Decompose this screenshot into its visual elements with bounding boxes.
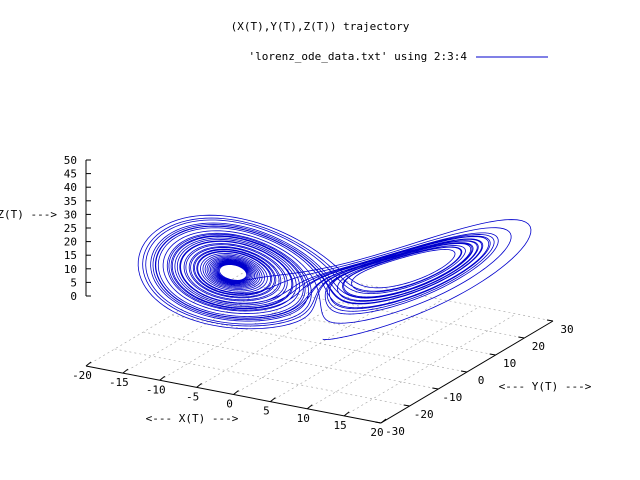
x-tick-label: 10: [297, 412, 310, 425]
grid-line-x: [343, 313, 517, 417]
z-tick-label: 40: [64, 181, 77, 194]
grid-line-x: [270, 299, 443, 402]
x-tick-mark: [380, 418, 387, 424]
base-grid: [85, 263, 554, 417]
y-tick-label: -30: [385, 425, 405, 438]
y-tick-mark: [432, 387, 439, 390]
y-axis-label: <--- Y(T) --->: [499, 380, 592, 393]
z-tick-label: 5: [70, 276, 77, 289]
x-tick-label: -5: [186, 390, 199, 403]
y-tick-label: -10: [442, 391, 462, 404]
x-tick-label: -20: [72, 369, 92, 382]
x-tick-label: -10: [146, 383, 166, 396]
grid-line-y: [114, 348, 410, 407]
y-tick-mark: [403, 404, 410, 407]
grid-line-y: [229, 280, 525, 339]
chart-title: (X(T),Y(T),Z(T)) trajectory: [231, 20, 410, 33]
x-tick-label: 15: [334, 419, 347, 432]
x-tick-label: -15: [109, 376, 129, 389]
y-tick-mark: [374, 421, 382, 424]
z-tick-label: 45: [64, 168, 77, 181]
y-tick-label: 10: [503, 357, 516, 370]
y-tick-mark: [518, 336, 525, 339]
y-tick-label: -20: [414, 408, 434, 421]
x-tick-label: 20: [370, 426, 383, 439]
x-tick-mark: [122, 368, 129, 374]
z-tick-label: 20: [64, 236, 77, 249]
grid-line-x: [196, 285, 369, 388]
x-tick-mark: [306, 404, 313, 410]
x-tick-mark: [85, 361, 92, 367]
legend-label: 'lorenz_ode_data.txt' using 2:3:4: [248, 50, 467, 63]
series-line-0: [137, 214, 532, 340]
axes: [85, 159, 554, 424]
x-tick-mark: [270, 397, 276, 403]
y-tick-label: 0: [478, 374, 485, 387]
x-tick-mark: [343, 411, 350, 417]
y-tick-mark: [489, 353, 496, 356]
z-tick-label: 15: [64, 249, 77, 262]
grid-line-x: [122, 270, 296, 374]
legend: 'lorenz_ode_data.txt' using 2:3:4: [248, 50, 548, 63]
x-tick-label: 0: [226, 398, 233, 411]
z-tick-label: 10: [64, 263, 77, 276]
z-tick-label: 35: [64, 195, 77, 208]
x-tick-mark: [159, 375, 166, 381]
x-tick-mark: [233, 390, 239, 395]
grid-line-y: [143, 331, 439, 390]
grid-back-edge: [257, 263, 554, 322]
grid-line-y: [171, 314, 468, 373]
y-tick-mark: [460, 370, 468, 373]
z-axis-label: Z(T) --->: [0, 208, 57, 221]
x-axis-label: <--- X(T) --->: [146, 412, 239, 425]
x-tick-mark: [196, 382, 202, 388]
z-tick-label: 30: [64, 208, 77, 221]
y-tick-label: 20: [532, 340, 545, 353]
z-tick-label: 25: [64, 222, 77, 235]
y-tick-mark: [546, 319, 554, 322]
z-tick-label: 0: [70, 290, 77, 303]
x-tick-label: 5: [263, 405, 270, 418]
z-tick-label: 50: [64, 154, 77, 167]
y-tick-label: 30: [560, 323, 573, 336]
series-layer: [137, 214, 532, 340]
